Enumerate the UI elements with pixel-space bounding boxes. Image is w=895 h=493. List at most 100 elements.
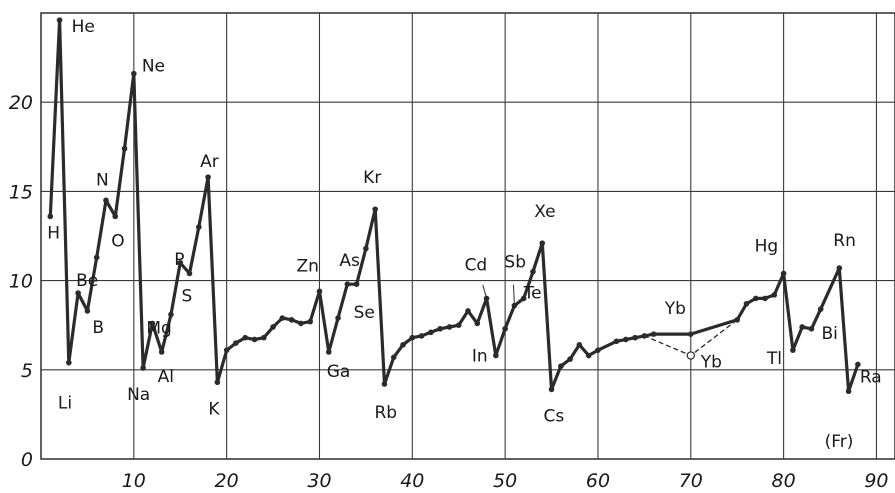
data-point [780, 270, 787, 277]
data-point [418, 333, 425, 339]
data-point [298, 320, 304, 327]
y-tick-label: 0 [21, 449, 33, 471]
data-point [613, 338, 620, 345]
x-tick-label: 60 [586, 470, 610, 492]
data-point [483, 295, 490, 302]
grid [40, 12, 895, 460]
data-point [548, 386, 555, 393]
data-point [855, 361, 861, 368]
element-label: Yb [664, 299, 686, 319]
data-point [530, 268, 536, 275]
data-point [47, 213, 54, 220]
element-label: Rn [833, 231, 856, 251]
data-point [650, 331, 657, 337]
data-point [623, 336, 629, 343]
data-point [140, 365, 146, 371]
element-label: As [339, 251, 360, 271]
data-point [242, 334, 249, 341]
data-point [836, 265, 843, 271]
element-label: B [92, 318, 104, 338]
element-label: N [96, 170, 109, 190]
element-label: Ga [327, 362, 351, 382]
y-tick-label: 5 [21, 360, 33, 382]
label-leader [512, 284, 515, 306]
data-point [214, 379, 221, 386]
element-label: Xe [534, 202, 555, 222]
element-label: Se [354, 303, 375, 323]
data-point [437, 325, 443, 332]
element-label: Kr [363, 168, 381, 188]
x-tick-label: 70 [679, 470, 703, 492]
element-label: He [72, 17, 95, 37]
data-point [223, 347, 230, 353]
data-point [372, 206, 378, 213]
data-point [632, 334, 638, 341]
element-label: In [472, 347, 488, 367]
data-point [743, 300, 750, 307]
data-point [66, 359, 72, 366]
data-point [205, 174, 211, 180]
y-tick-label: 20 [9, 92, 33, 114]
data-point [335, 315, 341, 321]
data-point [260, 334, 267, 341]
element-label: Tl [766, 349, 782, 369]
element-label: Bi [821, 324, 837, 344]
data-point [93, 254, 100, 261]
data-point [409, 334, 416, 341]
data-point [251, 336, 258, 343]
data-point [567, 356, 573, 362]
element-label: Yb [700, 353, 722, 373]
data-point [307, 318, 313, 325]
data-point [817, 306, 824, 312]
element-label: Te [523, 283, 542, 303]
element-label: O [111, 231, 124, 251]
data-point [539, 240, 546, 246]
element-labels: He H Ne N O Be B Li Ar PS Mg Al Na K Zn As Se Ga Kr Rb Cd Sb T… [47, 17, 881, 452]
data-point [288, 317, 295, 323]
tick-labels: 10 20 30 40 50 60 70 80 90 0 5 10 15 20 [9, 92, 889, 492]
element-label: Mg [146, 318, 171, 338]
data-point [56, 17, 63, 23]
data-point [381, 381, 388, 387]
element-label: Sb [504, 253, 526, 273]
data-point [149, 320, 156, 327]
y-tick-label: 15 [9, 181, 33, 203]
data-point [196, 224, 202, 230]
data-point [493, 352, 499, 359]
data-point [502, 325, 508, 332]
data-point [771, 292, 778, 298]
data-point [353, 281, 360, 287]
data-point [112, 213, 119, 220]
data-point [75, 290, 81, 296]
plot-frame [40, 12, 895, 460]
element-label: Ar [200, 152, 219, 172]
element-label: Be [76, 271, 98, 291]
data-point [762, 295, 768, 302]
data-point [790, 347, 796, 353]
annotation-leaders [482, 284, 524, 306]
data-point [845, 388, 852, 395]
data-point [325, 349, 332, 355]
x-tick-label: 20 [215, 470, 239, 492]
data-point [446, 324, 453, 330]
element-label: Hg [755, 236, 779, 256]
data-point [270, 324, 276, 330]
data-point [131, 70, 137, 77]
x-tick-label: 80 [772, 470, 796, 492]
data-point [121, 145, 128, 152]
x-tick-label: 90 [864, 470, 888, 492]
x-tick-label: 40 [400, 470, 424, 492]
data-point [363, 245, 369, 252]
data-point [734, 317, 740, 323]
data-point [465, 308, 471, 314]
data-point [558, 363, 564, 370]
element-label: Ne [142, 57, 165, 77]
element-label: (Fr) [825, 432, 854, 452]
data-point [316, 288, 323, 295]
x-tick-label: 50 [493, 470, 517, 492]
data-point [687, 331, 694, 337]
data-point [455, 322, 462, 329]
data-point [752, 295, 759, 302]
x-tick-label: 30 [307, 470, 331, 492]
